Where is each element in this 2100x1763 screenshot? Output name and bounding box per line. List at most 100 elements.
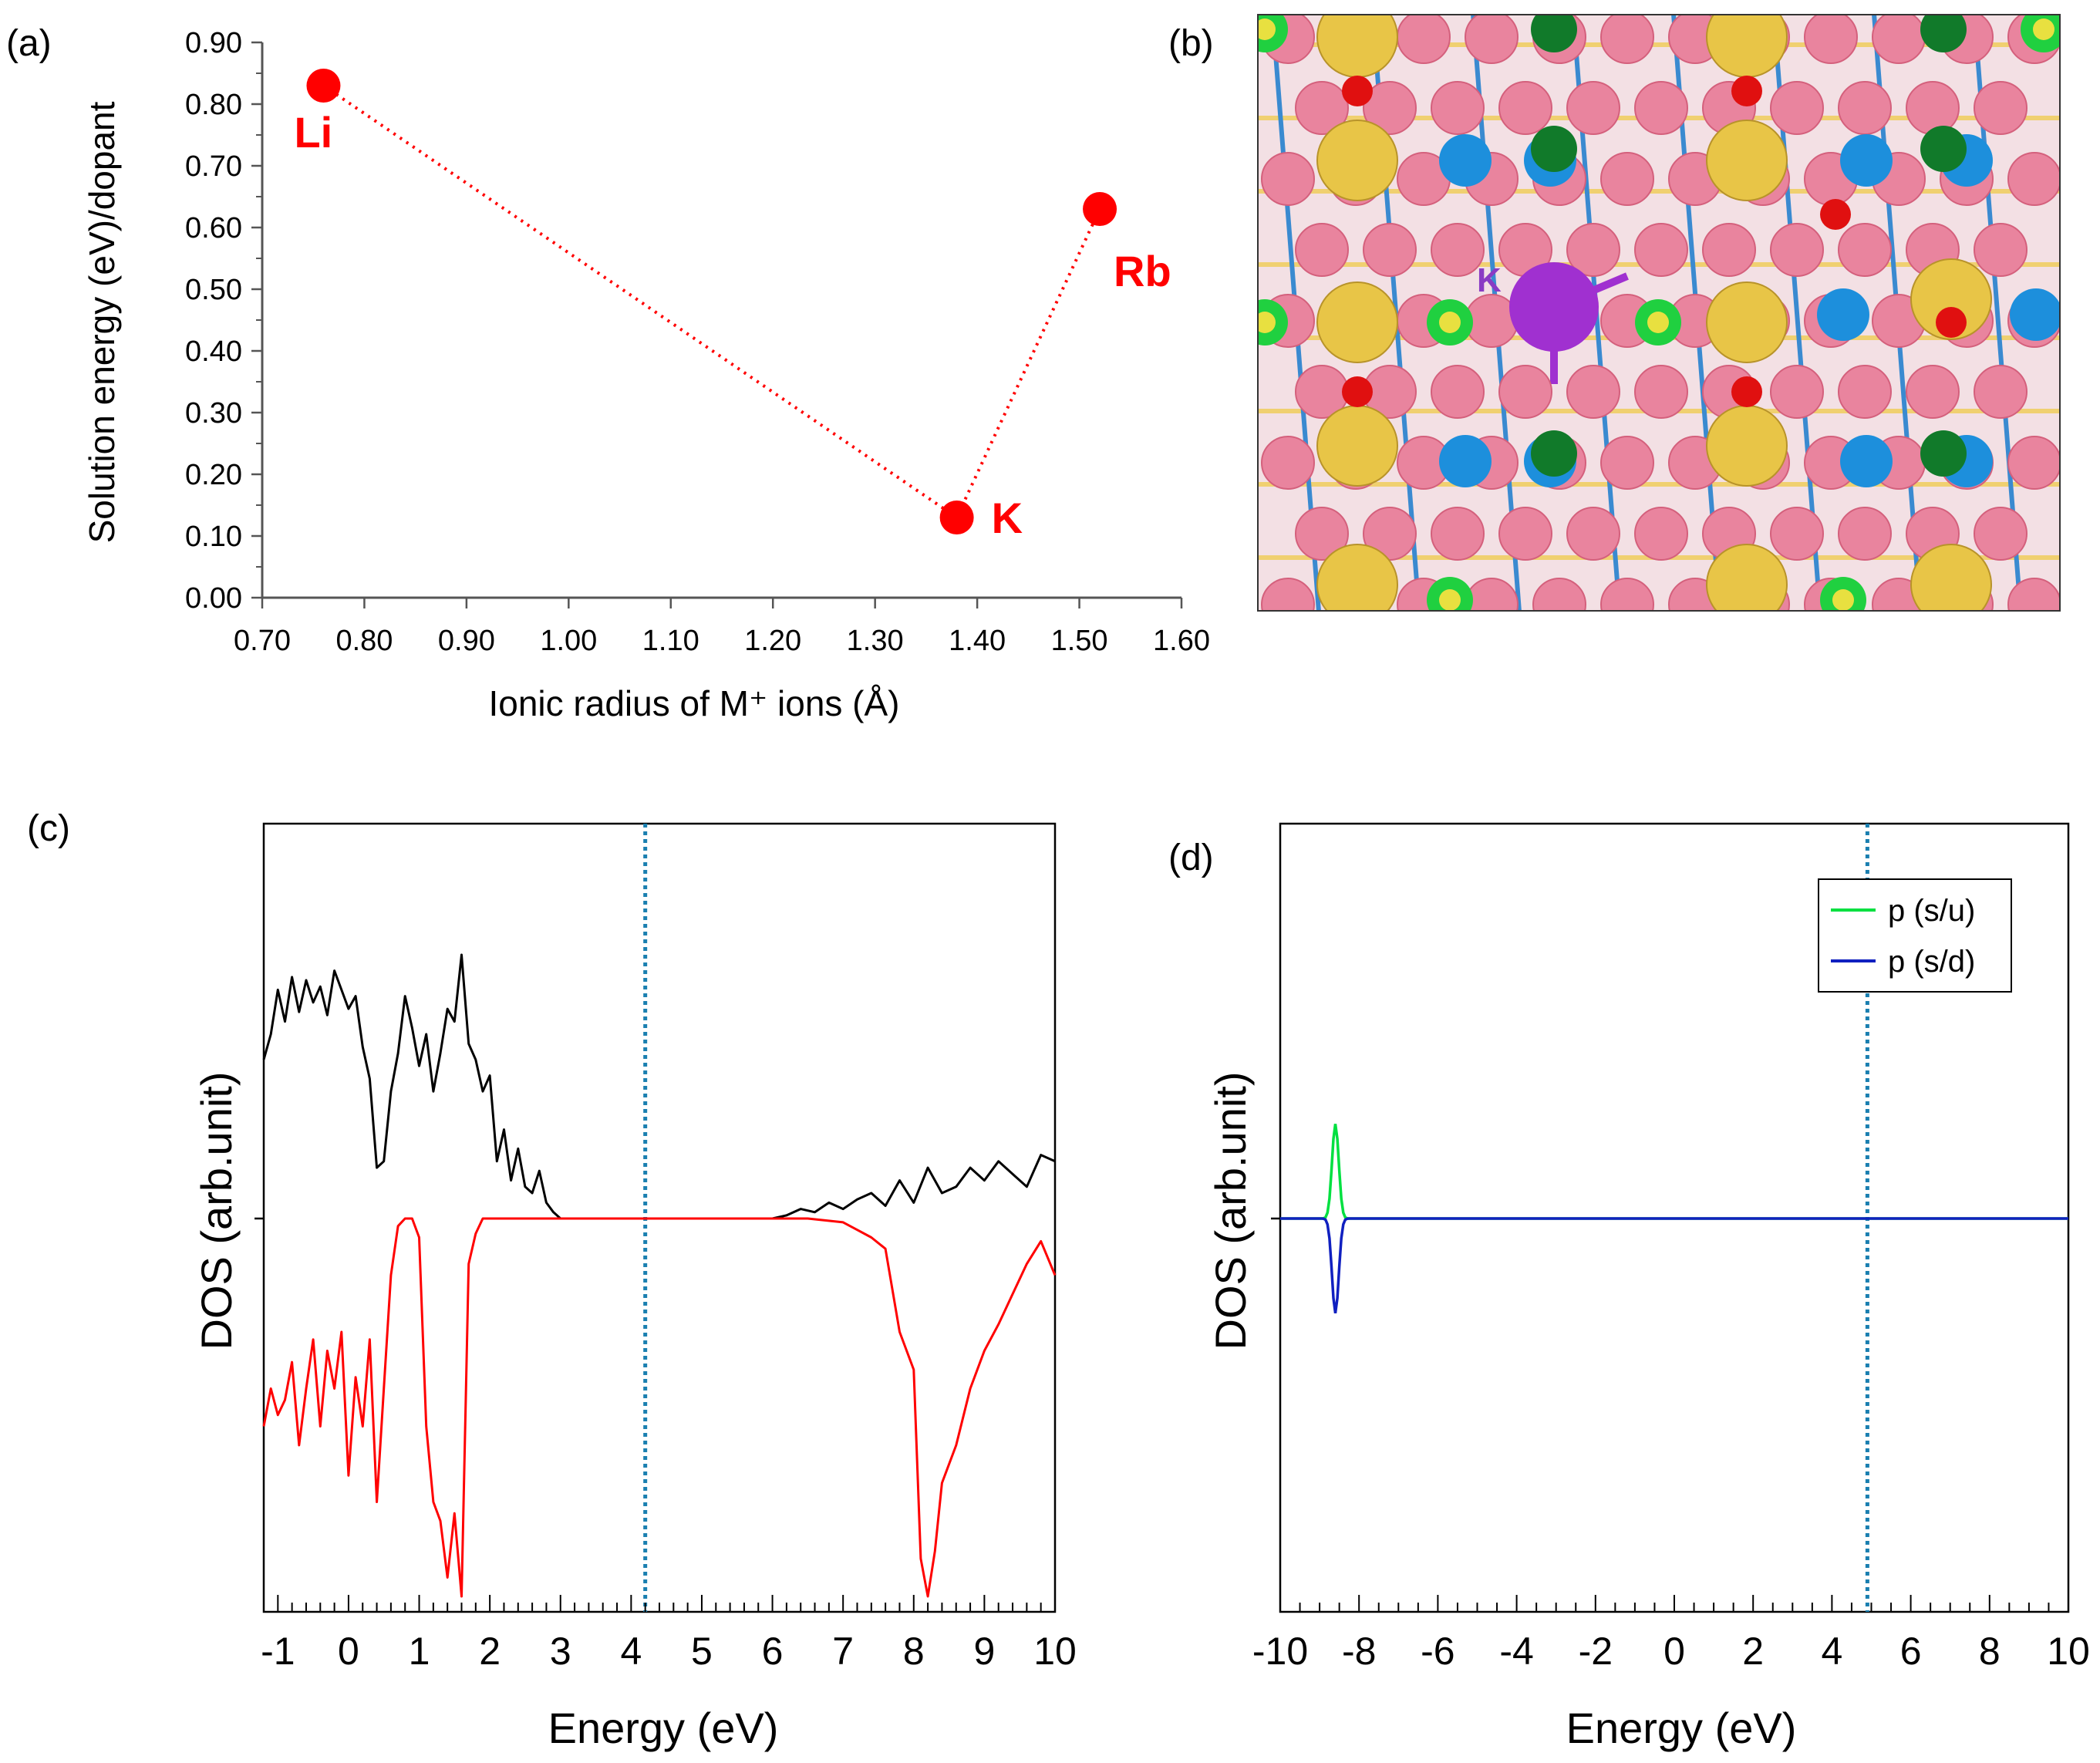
green-yellow-atom-core	[1257, 19, 1276, 40]
a-xtick-label: 1.20	[744, 625, 801, 657]
c-xtick-label: 10	[1033, 1630, 1077, 1673]
panel-a-ylabel: Solution energy (eV)/dopant	[82, 101, 122, 543]
a-xtick-label: 1.50	[1051, 625, 1108, 657]
yellow-atom	[1910, 544, 1992, 612]
pink-atom	[1770, 365, 1824, 419]
pink-atom	[1261, 578, 1315, 612]
pink-atom	[1634, 223, 1688, 277]
pink-atom	[1634, 507, 1688, 561]
a-point-label-rb: Rb	[1114, 247, 1171, 295]
pink-atom	[1566, 223, 1620, 277]
pink-atom	[1600, 578, 1654, 612]
a-point-label-li: Li	[294, 108, 332, 157]
red-atom	[1731, 376, 1762, 407]
panel-a-ticks: 0.70 0.80 0.90 1.00 1.10 1.20 1.30 1.40 1.50 1.60…	[185, 27, 1210, 657]
pink-atom	[1838, 223, 1892, 277]
pink-atom	[1261, 436, 1315, 490]
green-yellow-atom-core	[1439, 589, 1461, 611]
blue-atom	[1439, 435, 1492, 487]
d-series-green	[1280, 1124, 2068, 1220]
a-xtick-label: 1.30	[847, 625, 904, 657]
pink-atom	[1906, 81, 1960, 135]
c-xtick-label: 7	[832, 1630, 854, 1673]
a-ytick-label: 0.10	[185, 521, 242, 553]
legend-label-pu: p (s/u)	[1888, 894, 1975, 928]
c-xtick-label: 2	[479, 1630, 501, 1673]
panel-a: (a) 0.70 0.80 0.90 1.00 1.10 1.20 1.30 1.40 1.50…	[6, 23, 1210, 723]
panel-c-letter: (c)	[27, 808, 70, 849]
yellow-atom	[1706, 120, 1788, 201]
pink-atom	[1498, 81, 1552, 135]
pink-atom	[1906, 365, 1960, 419]
pink-atom	[1838, 507, 1892, 561]
yellow-atom	[1910, 258, 1992, 340]
a-xtick-label: 1.10	[642, 625, 699, 657]
d-xtick-label: 8	[1979, 1630, 2001, 1673]
yellow-atom	[1706, 14, 1788, 78]
pink-atom	[1770, 81, 1824, 135]
pink-atom	[1600, 14, 1654, 64]
pink-atom	[2007, 152, 2061, 206]
pink-atom	[1498, 365, 1552, 419]
a-xtick-label: 0.80	[335, 625, 393, 657]
c-xtick-label: -1	[261, 1630, 295, 1673]
green-yellow-atom-core	[1257, 312, 1276, 333]
pink-atom	[1838, 81, 1892, 135]
a-ytick-label: 0.40	[185, 335, 242, 368]
yellow-atom	[1706, 544, 1788, 612]
pink-atom	[1261, 152, 1315, 206]
panel-d-xlabel: Energy (eV)	[1566, 1704, 1797, 1752]
pink-atom	[1397, 14, 1451, 64]
d-xtick-label: 6	[1900, 1630, 1922, 1673]
pink-atom	[1498, 507, 1552, 561]
yellow-atom	[1316, 281, 1398, 363]
panel-c-xlabel: Energy (eV)	[548, 1704, 779, 1752]
green-atom	[1531, 430, 1577, 477]
panel-c: (c) -1 0 1 2 3 4 5 6 7 8 9 10 Energy (eV) DOS (arb.…	[27, 808, 1077, 1752]
pink-atom	[1974, 507, 2028, 561]
a-ytick-label: 0.90	[185, 27, 242, 59]
a-point-li	[306, 69, 341, 103]
a-ytick-label: 0.20	[185, 459, 242, 491]
green-yellow-atom-core	[1832, 589, 1854, 611]
d-xtick-label: 10	[2047, 1630, 2090, 1673]
pink-atom	[1431, 81, 1485, 135]
c-xtick-label: 6	[762, 1630, 784, 1673]
d-xtick-label: 4	[1821, 1630, 1842, 1673]
c-xtick-label: 0	[338, 1630, 359, 1673]
green-atom	[1920, 126, 1967, 172]
pink-atom	[1974, 223, 2028, 277]
pink-atom	[1702, 223, 1756, 277]
a-ytick-label: 0.00	[185, 582, 242, 615]
legend-label-pd: p (s/d)	[1888, 945, 1975, 979]
panel-c-marks	[262, 953, 1057, 1598]
pink-atom	[1363, 81, 1417, 135]
yellow-atom	[1316, 544, 1398, 612]
pink-atom	[1363, 223, 1417, 277]
yellow-atom	[1316, 14, 1398, 78]
structure-frame	[1257, 14, 2061, 612]
pink-atom	[1465, 14, 1519, 64]
pink-atom	[1770, 223, 1824, 277]
k-atom	[1509, 262, 1599, 352]
pink-atom	[1431, 507, 1485, 561]
green-yellow-atom-core	[1439, 312, 1461, 333]
pink-atom	[1974, 365, 2028, 419]
d-xtick-label: -2	[1579, 1630, 1613, 1673]
pink-atom	[1634, 365, 1688, 419]
a-ytick-label: 0.30	[185, 397, 242, 430]
pink-atom	[1600, 152, 1654, 206]
green-atom	[1531, 126, 1577, 172]
red-atom	[1342, 376, 1373, 407]
pink-atom	[1431, 365, 1485, 419]
a-ytick-label: 0.50	[185, 274, 242, 306]
blue-atom	[1840, 435, 1893, 487]
pink-atom	[1431, 223, 1485, 277]
c-xtick-label: 9	[973, 1630, 995, 1673]
pink-atom	[1634, 81, 1688, 135]
c-xtick-label: 8	[903, 1630, 925, 1673]
a-ytick-label: 0.80	[185, 89, 242, 121]
structure-atoms	[1257, 14, 2061, 612]
panel-b-letter: (b)	[1168, 23, 1214, 64]
pink-atom	[1770, 507, 1824, 561]
